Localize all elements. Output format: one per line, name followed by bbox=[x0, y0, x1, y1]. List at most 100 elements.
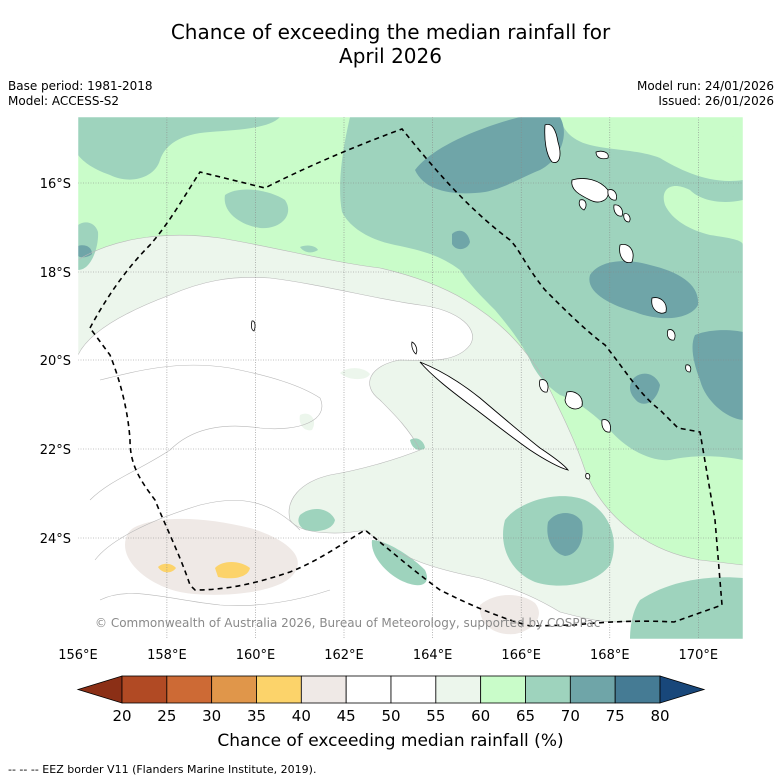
copyright-notice: © Commonwealth of Australia 2026, Bureau… bbox=[95, 616, 600, 630]
lon-tick: 166°E bbox=[501, 648, 541, 663]
island bbox=[585, 473, 591, 480]
model-name: Model: ACCESS-S2 bbox=[8, 94, 120, 108]
colorbar-tick-label: 30 bbox=[202, 707, 221, 725]
loyalty-island bbox=[564, 391, 583, 410]
shading-65-70 bbox=[371, 540, 428, 586]
shading-65-70 bbox=[298, 508, 335, 532]
colorbar-bin bbox=[569, 675, 616, 704]
island bbox=[411, 341, 418, 355]
colorbar-bin bbox=[166, 675, 213, 704]
contour-lines bbox=[78, 234, 743, 623]
base-period: Base period: 1981-2018 bbox=[8, 79, 153, 93]
chart-title: Chance of exceeding the median rainfall … bbox=[0, 20, 781, 68]
title-line-2: April 2026 bbox=[339, 44, 442, 68]
shading-70-75 bbox=[692, 330, 743, 420]
colorbar-bin bbox=[614, 675, 661, 704]
shading-40-45 bbox=[479, 594, 539, 635]
meta-left: Base period: 1981-2018 Model: ACCESS-S2 bbox=[8, 79, 153, 109]
colorbar-bin bbox=[256, 675, 302, 704]
shading-70-75 bbox=[415, 117, 564, 194]
lon-tick: 160°E bbox=[236, 648, 276, 663]
colorbar-label: Chance of exceeding median rainfall (%) bbox=[217, 731, 564, 751]
colorbar-tick-label: 55 bbox=[426, 707, 445, 725]
loyalty-island bbox=[601, 419, 611, 433]
colorbar-tick-label: 20 bbox=[112, 707, 131, 725]
issued-date: Issued: 26/01/2026 bbox=[658, 94, 774, 108]
colorbar-tick-label: 70 bbox=[561, 707, 580, 725]
colorbar-bin bbox=[435, 675, 482, 704]
shading-65-70 bbox=[78, 117, 280, 180]
colorbar-tick-label: 35 bbox=[247, 707, 266, 725]
shading-65-70 bbox=[78, 222, 99, 270]
shading-70-75 bbox=[589, 261, 699, 319]
model-run: Model run: 24/01/2026 bbox=[636, 79, 774, 93]
shading-70-75 bbox=[452, 230, 470, 250]
colorbar-bin bbox=[480, 675, 526, 704]
vanuatu-island bbox=[619, 243, 634, 263]
vanuatu-island bbox=[607, 189, 617, 201]
shading-65-70 bbox=[410, 438, 425, 450]
colorbar-bin bbox=[300, 675, 347, 704]
shading-55-60 bbox=[299, 413, 315, 431]
vanuatu-island bbox=[651, 297, 667, 314]
eez-legend-note: -- -- -- EEZ border V11 (Flanders Marine… bbox=[8, 763, 317, 776]
shading-65-70 bbox=[224, 189, 289, 229]
lat-tick: 18°S bbox=[40, 266, 71, 281]
colorbar bbox=[76, 675, 706, 704]
map-frame bbox=[77, 116, 744, 640]
shading-55-60 bbox=[340, 368, 370, 380]
vanuatu-island bbox=[613, 204, 623, 217]
vanuatu-island bbox=[666, 329, 676, 341]
title-line-1: Chance of exceeding the median rainfall … bbox=[170, 20, 611, 44]
vanuatu-island bbox=[578, 199, 587, 211]
lat-tick: 16°S bbox=[40, 177, 71, 192]
colorbar-bin bbox=[211, 675, 257, 704]
vanuatu-island bbox=[544, 123, 561, 163]
shading-35-40 bbox=[158, 563, 176, 573]
colorbar-tick-label: 80 bbox=[650, 707, 669, 725]
colorbar-bin bbox=[121, 675, 168, 704]
map-area: © Commonwealth of Australia 2026, Bureau… bbox=[78, 117, 743, 639]
colorbar-tick-label: 50 bbox=[381, 707, 400, 725]
colorbar-tick-label: 45 bbox=[337, 707, 356, 725]
shading-60-65 bbox=[712, 135, 740, 149]
lat-tick: 20°S bbox=[40, 354, 71, 369]
meta-right: Model run: 24/01/2026 Issued: 26/01/2026 bbox=[637, 79, 774, 109]
shading-70-75 bbox=[630, 373, 660, 404]
lat-tick-labels: 16°S 18°S 20°S 22°S 24°S bbox=[40, 177, 71, 547]
lon-tick: 168°E bbox=[590, 648, 630, 663]
colorbar-extend-low bbox=[76, 675, 123, 704]
colorbar-bin bbox=[345, 675, 392, 704]
vanuatu-island bbox=[595, 150, 609, 160]
shading-35-40 bbox=[215, 562, 250, 579]
shading-60-65 bbox=[560, 117, 743, 181]
lat-tick: 22°S bbox=[40, 443, 71, 458]
colorbar-tick-label: 40 bbox=[292, 707, 311, 725]
lon-tick: 158°E bbox=[147, 648, 187, 663]
lat-tick: 24°S bbox=[40, 532, 71, 547]
vanuatu-island bbox=[685, 364, 692, 373]
lon-tick: 156°E bbox=[58, 648, 98, 663]
colorbar-ticks: 20 25 30 35 40 45 50 55 60 65 70 75 80 bbox=[112, 707, 669, 725]
colorbar-tick-label: 65 bbox=[516, 707, 535, 725]
colorbar-extend-high bbox=[659, 675, 706, 704]
colorbar-bin bbox=[525, 675, 571, 704]
lon-tick: 162°E bbox=[324, 648, 364, 663]
shading-65-70 bbox=[630, 577, 743, 639]
new-caledonia-island bbox=[419, 361, 570, 471]
island bbox=[251, 320, 256, 332]
colorbar-bin bbox=[390, 675, 437, 704]
vanuatu-island bbox=[571, 178, 609, 203]
shading-65-70 bbox=[300, 245, 318, 253]
loyalty-island bbox=[539, 379, 549, 393]
lon-tick-labels: 156°E 158°E 160°E 162°E 164°E 166°E 168°… bbox=[58, 648, 718, 663]
lon-tick: 164°E bbox=[413, 648, 453, 663]
vanuatu-island bbox=[623, 213, 631, 223]
colorbar-tick-label: 25 bbox=[157, 707, 176, 725]
colorbar-tick-label: 75 bbox=[606, 707, 625, 725]
lon-tick: 170°E bbox=[679, 648, 719, 663]
graticule bbox=[78, 117, 743, 639]
shading-70-75 bbox=[547, 513, 583, 556]
colorbar-tick-label: 60 bbox=[471, 707, 490, 725]
